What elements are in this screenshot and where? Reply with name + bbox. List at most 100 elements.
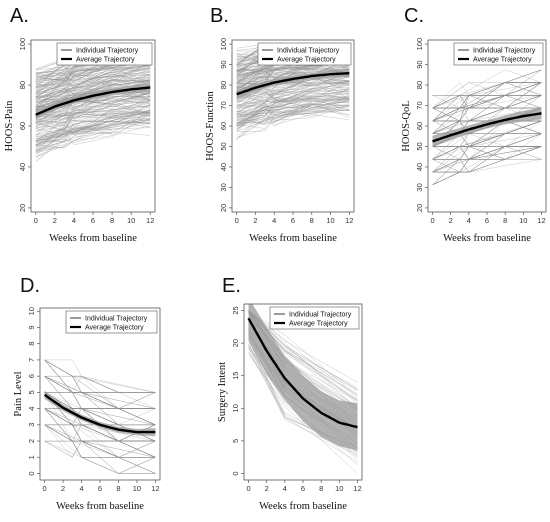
individual-trajectory [44, 424, 156, 474]
average-trajectory [432, 112, 542, 143]
x-tick-label: 0 [246, 484, 250, 493]
individual-trajectory [236, 107, 350, 127]
y-tick-label: 30 [219, 183, 228, 191]
individual-trajectory [236, 92, 350, 123]
x-tick-label: 10 [335, 484, 343, 493]
y-axis-title: HOOS-Pain [4, 100, 15, 152]
y-tick-label: 6 [27, 374, 36, 378]
individual-trajectory [236, 84, 350, 108]
y-tick-label: 100 [18, 38, 27, 51]
y-tick-label: 0 [231, 471, 240, 475]
panel-1: A. 0 2 4 6 8 10 12 20 40 60 80 100 Weeks from baselin… [4, 5, 156, 244]
individual-trajectory [236, 91, 350, 115]
individual-trajectory [236, 87, 350, 125]
y-axis-title: Pain Level [13, 371, 24, 416]
x-tick-label: 0 [34, 216, 38, 225]
individual-trajectory [248, 310, 358, 409]
individual-trajectory [236, 104, 350, 129]
x-tick-label: 12 [537, 216, 545, 225]
y-tick-label: 40 [219, 163, 228, 171]
y-tick-label: 20 [231, 339, 240, 347]
x-tick-label: 6 [98, 484, 102, 493]
x-axis-title: Weeks from baseline [56, 501, 144, 512]
individual-trajectory [236, 104, 350, 132]
y-tick-label: 25 [231, 306, 240, 314]
x-tick-label: 10 [133, 484, 141, 493]
individual-trajectory [35, 66, 151, 94]
individual-trajectory [35, 103, 151, 136]
x-tick-label: 8 [116, 484, 120, 493]
x-tick-label: 8 [503, 216, 507, 225]
y-tick-label: 20 [415, 204, 424, 212]
x-tick-label: 0 [235, 216, 239, 225]
legend-label-individual: Individual Trajectory [289, 312, 352, 319]
panel-letter: A. [10, 5, 29, 27]
x-tick-label: 2 [61, 484, 65, 493]
y-tick-label: 20 [18, 204, 27, 212]
x-tick-label: 4 [467, 216, 471, 225]
individual-trajectory [35, 112, 151, 142]
individual-trajectory [236, 109, 350, 136]
y-tick-label: 50 [219, 142, 228, 150]
y-tick-label: 70 [415, 101, 424, 109]
individual-trajectory [35, 61, 151, 99]
legend-label-individual: Individual Trajectory [473, 48, 536, 55]
individual-trajectory [35, 61, 151, 108]
individual-trajectory [35, 96, 151, 121]
x-tick-label: 4 [272, 216, 276, 225]
x-tick-label: 4 [79, 484, 83, 493]
individual-trajectory [35, 120, 151, 153]
legend-label-individual: Individual Trajectory [76, 48, 139, 55]
y-tick-label: 50 [415, 142, 424, 150]
panel-letter: C. [404, 5, 424, 27]
individual-trajectory [236, 80, 350, 100]
y-tick-label: 10 [231, 404, 240, 412]
individual-trajectory [35, 109, 151, 141]
individual-trajectory [248, 351, 358, 474]
y-axis-title: HOOS-Function [205, 91, 216, 161]
legend-box [269, 306, 360, 330]
y-axis-title: HOOS-QoL [401, 100, 412, 151]
individual-trajectory [236, 98, 350, 130]
y-tick-label: 5 [27, 390, 36, 394]
legend-label-average: Average Trajectory [289, 321, 348, 328]
y-tick-label: 10 [27, 307, 36, 315]
y-tick-label: 70 [219, 101, 228, 109]
x-tick-label: 12 [151, 484, 159, 493]
average-trajectory [35, 86, 151, 116]
individual-trajectory [35, 105, 151, 128]
individual-trajectory [432, 133, 542, 160]
individual-trajectory [236, 114, 350, 138]
legend-label-average: Average Trajectory [76, 57, 135, 64]
x-tick-label: 4 [72, 216, 76, 225]
x-tick-label: 2 [449, 216, 453, 225]
individual-trajectory [236, 98, 350, 116]
individual-trajectory [236, 96, 350, 126]
x-tick-label: 0 [430, 216, 434, 225]
individual-trajectory [248, 310, 358, 399]
individual-trajectory [35, 112, 151, 132]
individual-trajectory [35, 101, 151, 131]
panel-3: C. 0 2 4 6 8 10 12 20 30 40 50 60 70 80 90 100 Weeks from… [401, 5, 547, 244]
y-tick-label: 8 [27, 342, 36, 346]
y-tick-label: 60 [415, 122, 424, 130]
individual-trajectory [236, 80, 350, 110]
y-tick-label: 80 [415, 81, 424, 89]
individual-trajectory [35, 96, 151, 120]
individual-trajectory [35, 118, 151, 157]
plot-area [43, 359, 156, 474]
individual-trajectory [35, 111, 151, 142]
confidence-band [236, 69, 350, 99]
x-tick-label: 6 [301, 484, 305, 493]
individual-trajectory [44, 440, 119, 458]
individual-trajectory [432, 146, 506, 186]
y-tick-label: 4 [27, 407, 36, 411]
y-tick-label: 5 [231, 439, 240, 443]
individual-trajectory [44, 376, 156, 409]
individual-trajectory [236, 76, 350, 106]
individual-trajectory [44, 440, 119, 458]
individual-trajectory [35, 82, 113, 110]
y-tick-label: 30 [415, 183, 424, 191]
individual-trajectory [432, 107, 542, 147]
